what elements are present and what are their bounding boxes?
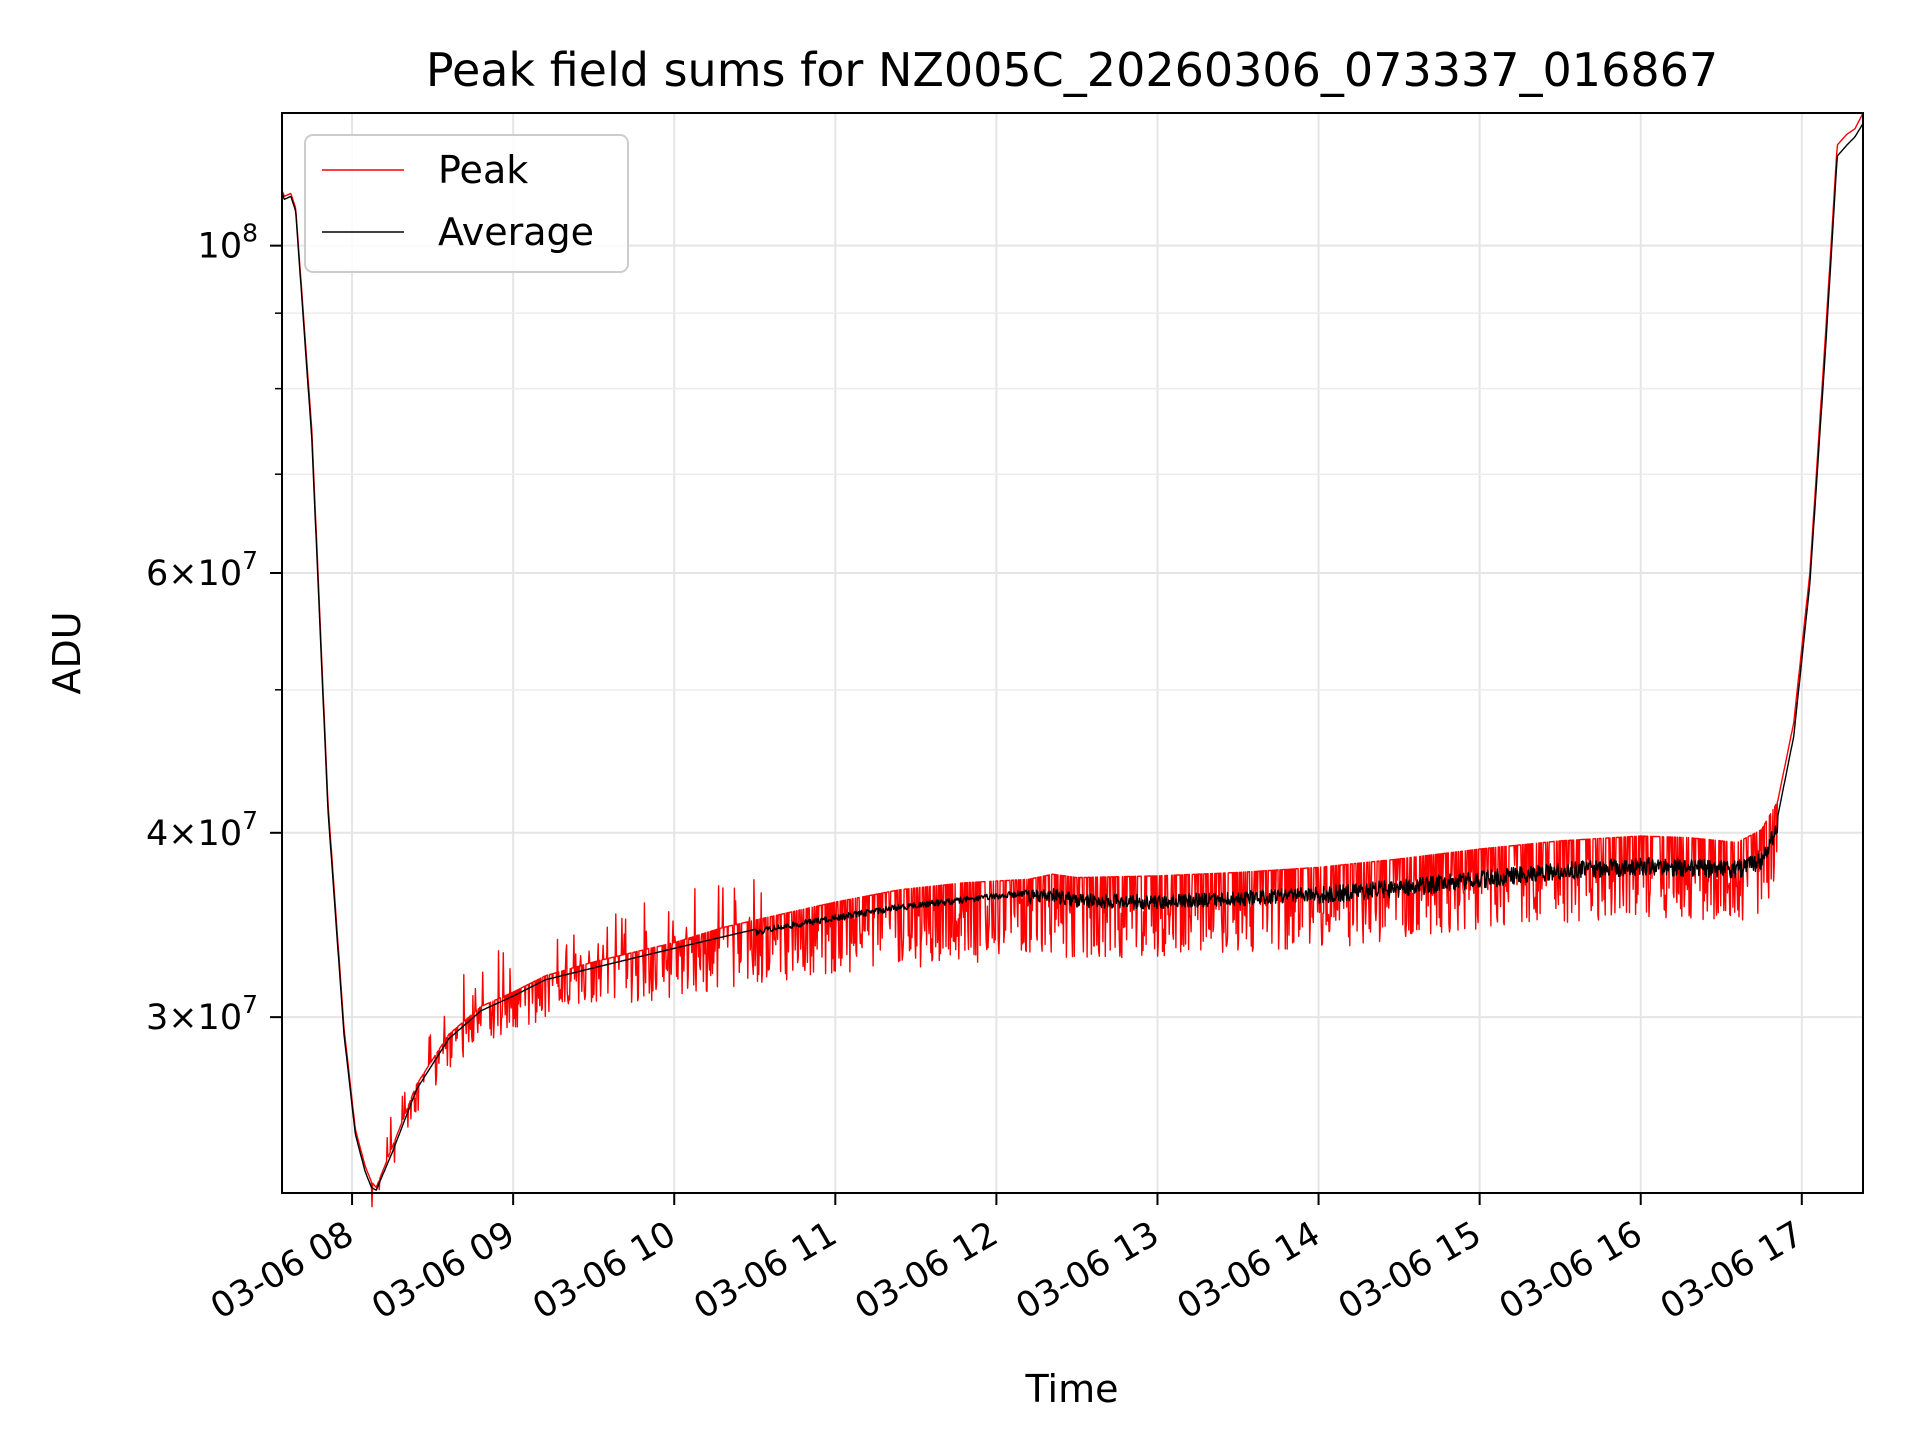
legend-label-peak: Peak	[438, 148, 528, 192]
chart-title: Peak field sums for NZ005C_20260306_0733…	[426, 43, 1718, 97]
series-line-peak	[281, 112, 1864, 1208]
y-tick-base: 3	[146, 998, 168, 1038]
legend: Peak Average	[304, 134, 629, 273]
y-tick-base: 4	[146, 814, 168, 854]
y-tick-label: 108	[198, 219, 258, 267]
y-tick-exponent: 7	[242, 546, 258, 575]
plot-frame	[281, 112, 1864, 1194]
legend-label-average: Average	[438, 210, 594, 254]
y-tick-exponent: 8	[242, 219, 258, 248]
y-tick-exponent: 7	[242, 806, 258, 835]
y-tick-label: 3×107	[146, 990, 258, 1038]
y-tick-times: ×10	[168, 814, 242, 854]
series-layer	[281, 112, 1864, 1208]
x-axis-label: Time	[1025, 1367, 1119, 1411]
y-tick-times: ×10	[168, 554, 242, 594]
y-tick-ten: 10	[198, 227, 243, 267]
y-axis-label: ADU	[45, 611, 89, 694]
plot-area	[282, 113, 1863, 1193]
y-tick-base: 6	[146, 554, 168, 594]
y-tick-label: 4×107	[146, 806, 258, 854]
y-tick-times: ×10	[168, 998, 242, 1038]
y-tick-label: 6×107	[146, 546, 258, 594]
series-line-average	[281, 123, 1864, 1191]
y-tick-exponent: 7	[242, 990, 258, 1019]
